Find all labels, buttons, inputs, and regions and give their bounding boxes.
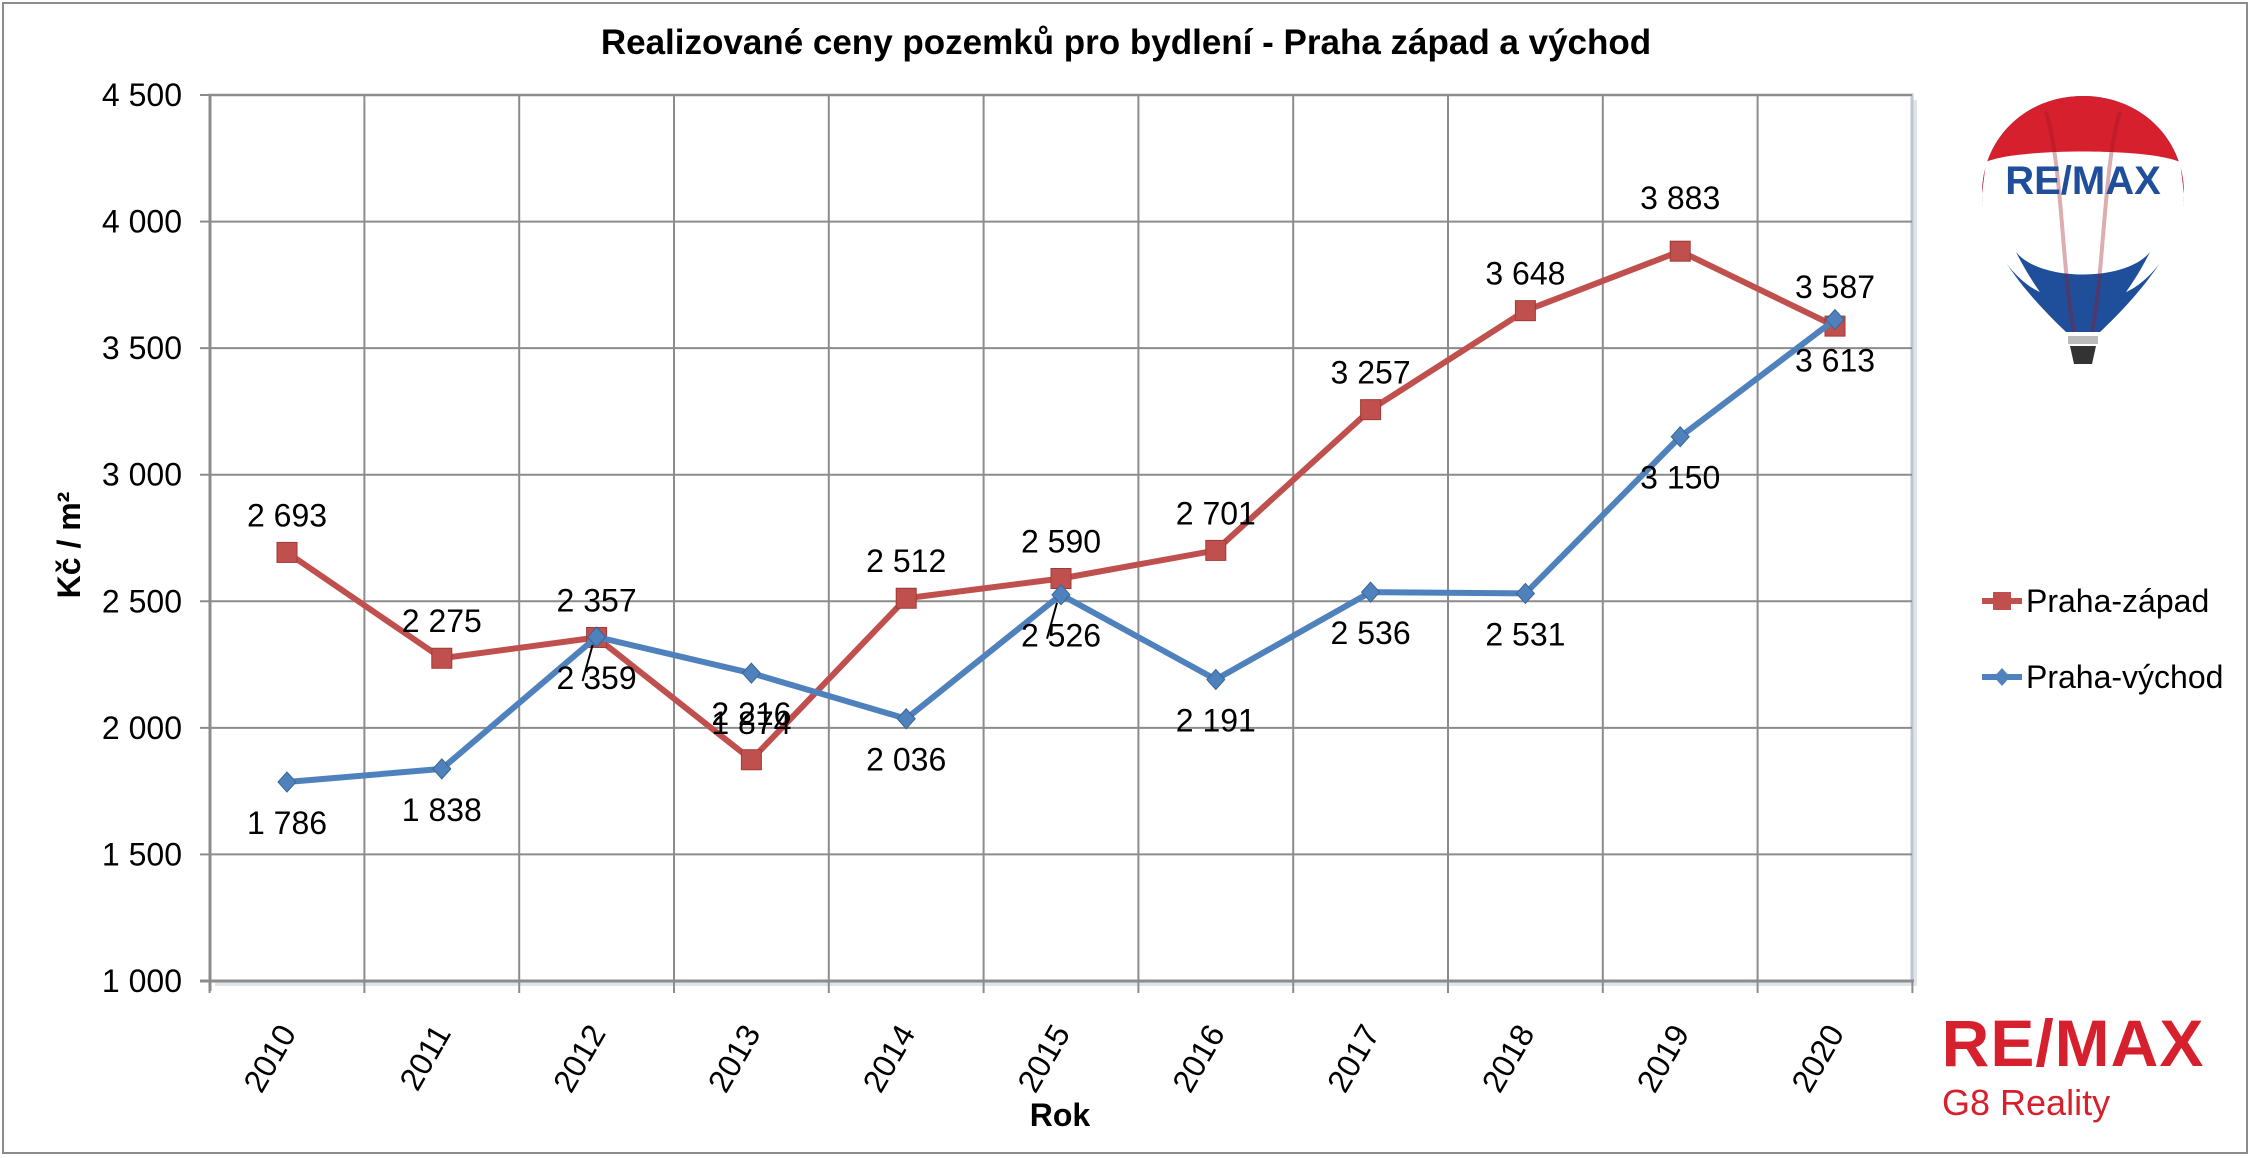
y-tick-label: 3 000 <box>102 457 182 493</box>
y-axis-title: Kč / m² <box>51 492 87 599</box>
x-tick-label: 2011 <box>392 1019 458 1097</box>
y-tick-label: 4 500 <box>102 77 182 113</box>
y-tick-label: 1 000 <box>102 963 182 999</box>
x-tick-label: 2018 <box>1475 1019 1542 1099</box>
series-group <box>276 240 1846 793</box>
label-leader-line <box>1046 602 1058 639</box>
x-axis-title: Rok <box>1030 1097 1091 1133</box>
x-tick-label: 2013 <box>701 1019 768 1099</box>
data-point-square <box>1514 300 1536 322</box>
data-label: 2 357 <box>557 582 637 618</box>
legend-entry: Praha-západ <box>2026 583 2209 619</box>
x-tick-label: 2017 <box>1320 1019 1387 1099</box>
data-point-square <box>740 749 762 771</box>
y-tick-label: 1 500 <box>102 836 182 872</box>
data-label: 3 613 <box>1795 343 1875 379</box>
data-label: 1 838 <box>402 792 482 828</box>
x-axis-ticks: 2010 2011 2012 2013 2014 2015 2016 2017 2018 2019… <box>208 981 1914 1099</box>
data-point-diamond <box>1825 308 1845 331</box>
data-point-square <box>895 587 917 609</box>
data-label: 2 693 <box>247 497 327 533</box>
y-tick-label: 2 000 <box>102 710 182 746</box>
data-labels: 2 693 2 275 2 357 1 874 2 512 2 590 2 701 3 257… <box>247 180 1875 841</box>
data-label: 2 701 <box>1176 495 1256 531</box>
data-label: 3 257 <box>1331 355 1411 391</box>
data-point-diamond <box>1051 583 1071 606</box>
data-label: 2 512 <box>866 543 946 579</box>
data-label: 3 587 <box>1795 269 1875 305</box>
remax-balloon-logo: RE/MAX <box>1982 96 2184 364</box>
data-label: 1 874 <box>711 705 791 741</box>
x-tick-label: 2012 <box>546 1019 613 1099</box>
data-point-diamond <box>1670 425 1690 448</box>
data-point-diamond <box>1360 581 1381 603</box>
x-tick-label: 2010 <box>236 1019 303 1099</box>
data-label: 2 036 <box>866 742 946 778</box>
data-point-diamond <box>896 707 916 730</box>
data-label: 3 648 <box>1485 256 1565 292</box>
data-point-diamond <box>432 758 452 780</box>
data-point-square <box>276 541 298 563</box>
data-label: 2 590 <box>1021 524 1101 560</box>
legend-entry: Praha-východ <box>2026 659 2223 695</box>
data-label: 3 150 <box>1640 460 1720 496</box>
data-point-diamond <box>586 626 607 648</box>
x-tick-label: 2015 <box>1010 1019 1077 1099</box>
svg-text:RE/MAX: RE/MAX <box>2005 159 2161 203</box>
data-label: 2 216 <box>711 696 791 732</box>
data-label: 3 883 <box>1640 180 1720 216</box>
data-label: 2 536 <box>1331 615 1411 651</box>
chart-title: Realizované ceny pozemků pro bydlení - P… <box>601 23 1651 62</box>
data-point-diamond <box>741 662 762 684</box>
data-point-diamond <box>1515 582 1536 605</box>
y-tick-label: 3 500 <box>102 330 182 366</box>
data-label: 1 786 <box>247 805 327 841</box>
data-point-square <box>1360 399 1382 421</box>
plot-area <box>208 93 1914 983</box>
y-tick-label: 4 000 <box>102 204 182 240</box>
gridlines <box>210 94 1912 982</box>
y-axis-ticks: 1 000 1 500 2 000 2 500 3 000 3 500 4 000 4 500 <box>102 77 210 999</box>
data-point-square <box>1669 240 1691 262</box>
axes <box>200 95 1914 991</box>
x-tick-label: 2020 <box>1784 1019 1851 1099</box>
data-label: 2 275 <box>402 603 482 639</box>
y-tick-label: 2 500 <box>102 583 182 619</box>
data-label: 2 531 <box>1485 616 1565 652</box>
data-point-diamond <box>277 771 297 793</box>
label-leader-line <box>581 644 594 682</box>
x-tick-label: 2014 <box>855 1019 922 1099</box>
legend-marker-square <box>1993 592 2011 610</box>
legend-marker-diamond <box>1994 668 2010 686</box>
brand-logo: RE/MAX G8 Reality <box>1938 1010 2208 1124</box>
data-point-square <box>1205 539 1227 561</box>
data-point-diamond <box>1206 668 1226 691</box>
data-point-square <box>431 647 453 669</box>
x-tick-label: 2016 <box>1165 1019 1232 1099</box>
brand-name: RE/MAX <box>1941 1006 2205 1080</box>
data-label: 2 526 <box>1021 618 1101 654</box>
legend: Praha-západ Praha-východ <box>1982 583 2223 695</box>
brand-office: G8 Reality <box>1942 1082 2111 1123</box>
data-label: 2 191 <box>1176 703 1256 739</box>
x-tick-label: 2019 <box>1629 1019 1696 1099</box>
data-label: 2 359 <box>557 660 637 696</box>
